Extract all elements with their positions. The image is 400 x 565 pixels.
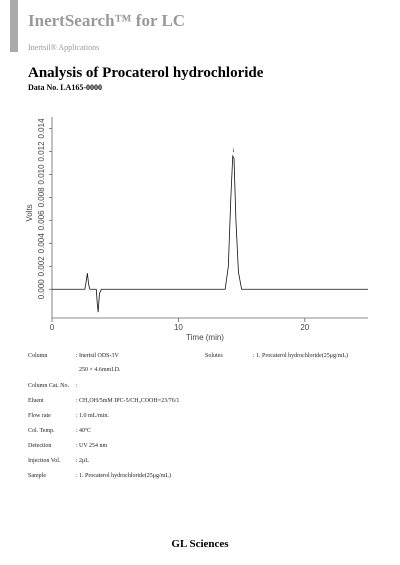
- row-label: Flow rate: [28, 413, 51, 419]
- row-value: Inertsil ODS-3V: [79, 353, 119, 359]
- y-tick-label: 0.014: [37, 118, 46, 139]
- colon: :: [76, 383, 78, 389]
- row-label: Col. Temp.: [28, 428, 55, 434]
- trace: [52, 154, 368, 313]
- chromatogram: 0 10 20 0.000 0.002 0.004 0.006 0.008 0.010 0.012…: [25, 117, 368, 342]
- row-value: 1.0 mL/min.: [79, 413, 109, 419]
- y-tick-label: 0.002: [37, 256, 46, 277]
- colon: :: [76, 398, 78, 404]
- colon: :: [76, 353, 78, 359]
- colon: :: [76, 443, 78, 449]
- y-tick-label: 0.012: [37, 141, 46, 162]
- row-value: UV 254 nm: [79, 443, 108, 449]
- row-label: Column: [28, 353, 47, 359]
- footer-logo: GL Sciences: [171, 538, 229, 550]
- row-label: Column Cat. No.: [28, 383, 70, 389]
- row-label: Detection: [28, 443, 51, 449]
- x-tick-label: 20: [300, 323, 309, 332]
- peak-label: 1: [232, 149, 235, 154]
- row-value: 250 × 4.6mmI.D.: [79, 367, 121, 373]
- row-value: 40ºC: [79, 428, 91, 434]
- x-axis-label: Time (min): [186, 333, 224, 342]
- row-label: Sample: [28, 473, 46, 479]
- y-tick-label: 0.000: [37, 279, 46, 300]
- colon: :: [76, 428, 78, 434]
- data-no: Data No. LA165-0000: [28, 83, 102, 92]
- row-label: Injection Vol.: [28, 458, 61, 464]
- colon: :: [76, 473, 78, 479]
- y-tick-label: 0.006: [37, 210, 46, 231]
- colon: :: [76, 458, 78, 464]
- subtitle: Inertsil® Applications: [28, 43, 99, 52]
- y-axis-label: Volts: [25, 204, 34, 221]
- row-value: 2μL: [79, 458, 89, 464]
- y-tick-label: 0.010: [37, 164, 46, 185]
- y-tick-label: 0.004: [37, 233, 46, 254]
- solutes-label: Solutes: [205, 353, 223, 359]
- row-value: CH₃OH/5mM IPC-5/CH₃COOH=23/76/1: [79, 398, 179, 404]
- x-tick-label: 0: [50, 323, 55, 332]
- colon: :: [253, 353, 255, 359]
- colon: :: [76, 413, 78, 419]
- solutes-value: 1. Procaterol hydrochloride(25μg/mL): [256, 352, 348, 359]
- row-value: 1. Procaterol hydrochloride(25μg/mL): [79, 472, 171, 479]
- y-tick-label: 0.008: [37, 187, 46, 208]
- brand: InertSearch™ for LC: [28, 11, 185, 30]
- row-label: Eluent: [28, 398, 44, 404]
- header-bar: [10, 0, 18, 52]
- title: Analysis of Procaterol hydrochloride: [28, 65, 264, 81]
- x-tick-label: 10: [174, 323, 183, 332]
